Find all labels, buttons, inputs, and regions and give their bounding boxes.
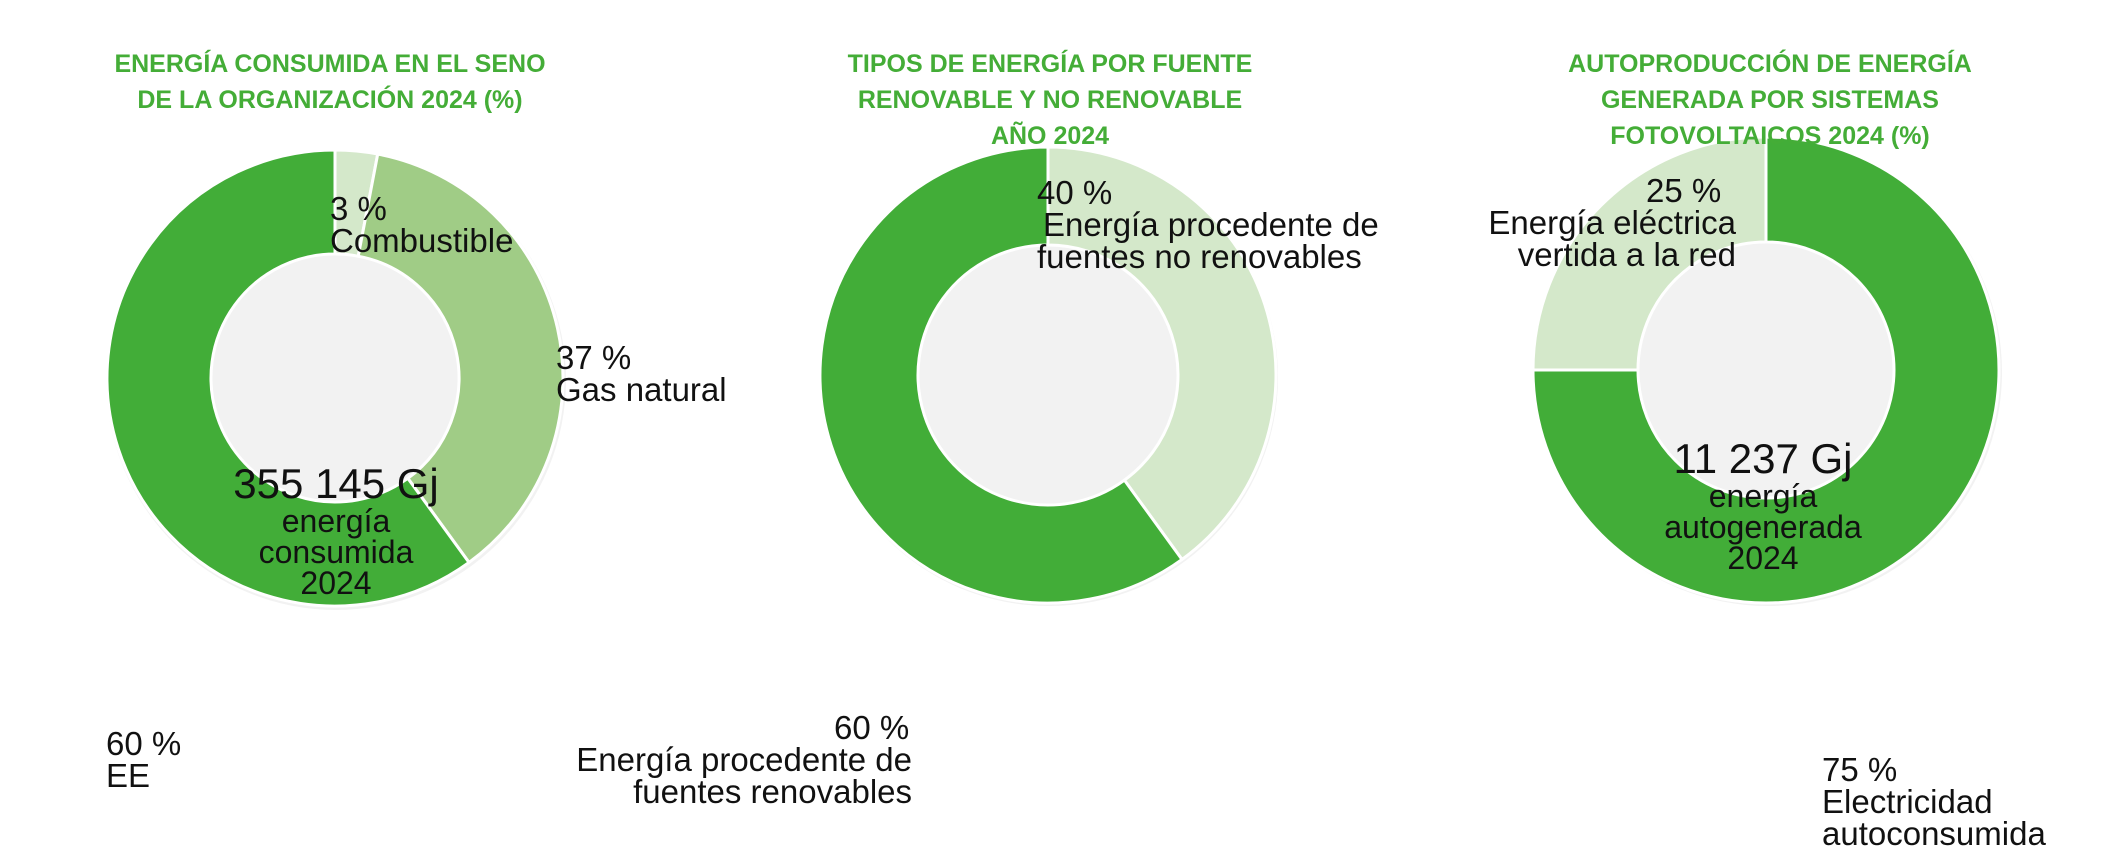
donut-chart-selfproduction [1531,135,2001,605]
slice-name: vertida a la red [1517,236,1736,273]
slice-name: Electricidad [1822,783,1993,820]
slice-percent: 60 % [834,709,910,746]
donut-slice-2 [818,145,1185,605]
slice-name: Energía procedente de [576,741,912,778]
center-caption-line: autogenerada [1664,509,1862,545]
donut-slice-1 [1531,135,2001,605]
slice-percent: 60 % [106,725,182,762]
slice-label-combustible: 3 % Combustible [330,190,514,259]
slice-label-gas-natural: 37 % Gas natural [556,339,727,408]
donut-slice-1 [1046,145,1278,562]
slice-name: fuentes no renovables [1037,238,1362,275]
slice-label-ee: 60 % EE [106,725,182,794]
slice-percent: 40 % [1037,174,1113,211]
chart-title-line: RENOVABLE Y NO RENOVABLE [857,86,1243,114]
donut-chart-renewable [818,145,1278,605]
chart-title-line: FOTOVOLTAICOS 2024 (%) [1610,122,1930,150]
donut-chart-consumption [105,148,565,608]
slice-name: autoconsumida [1822,815,2046,852]
center-caption-line: energía [281,503,391,539]
chart-title-line: AUTOPRODUCCIÓN DE ENERGÍA [1568,50,1972,78]
chart-title-line: GENERADA POR SISTEMAS [1600,86,1939,114]
chart-title-line: DE LA ORGANIZACIÓN 2024 (%) [137,86,523,114]
donut-slice-2 [1531,135,1768,372]
chart-title-line: AÑO 2024 [990,122,1110,150]
center-caption-line: energía [1708,478,1818,514]
chart-title-line: ENERGÍA CONSUMIDA EN EL SENO [114,50,546,78]
slice-percent: 37 % [556,339,632,376]
center-caption-line: 2024 [1727,540,1799,576]
slice-percent: 25 % [1646,172,1722,209]
center-total-value: 355 145 Gj [233,460,439,507]
slice-label-vertida: 25 % Energía eléctrica vertida a la red [1448,172,1736,273]
donut-slice-2 [356,152,565,565]
slice-name: Energía eléctrica [1488,204,1736,241]
chart-title-selfproduction: AUTOPRODUCCIÓN DE ENERGÍA GENERADA POR S… [1500,46,2040,154]
donut-center-selfproduction: 11 237 Gj energía autogenerada 2024 [1648,435,1878,576]
slice-name: Gas natural [556,371,727,408]
slice-name: fuentes renovables [633,773,912,810]
slice-name: Energía procedente de [1043,206,1379,243]
slice-name: EE [106,757,151,794]
slice-label-autoconsumida: 75 % Electricidad autoconsumida [1822,751,2046,852]
chart-title-consumption: ENERGÍA CONSUMIDA EN EL SENO DE LA ORGAN… [60,46,600,118]
donut-center-consumption: 355 145 Gj energía consumida 2024 [226,460,446,601]
chart-title-line: TIPOS DE ENERGÍA POR FUENTE [847,50,1253,78]
slice-label-no-renovables: 40 % Energía procedente de fuentes no re… [1037,174,1379,275]
slice-name: Combustible [330,222,514,259]
slice-percent: 3 % [330,190,387,227]
center-caption-line: 2024 [300,565,372,601]
slice-percent: 75 % [1822,751,1898,788]
slice-label-renovables: 60 % Energía procedente de fuentes renov… [560,709,912,810]
center-total-value: 11 237 Gj [1673,435,1853,482]
chart-title-renewable: TIPOS DE ENERGÍA POR FUENTE RENOVABLE Y … [780,46,1320,154]
center-caption-line: consumida [258,534,414,570]
donut-slice-3 [105,148,472,608]
